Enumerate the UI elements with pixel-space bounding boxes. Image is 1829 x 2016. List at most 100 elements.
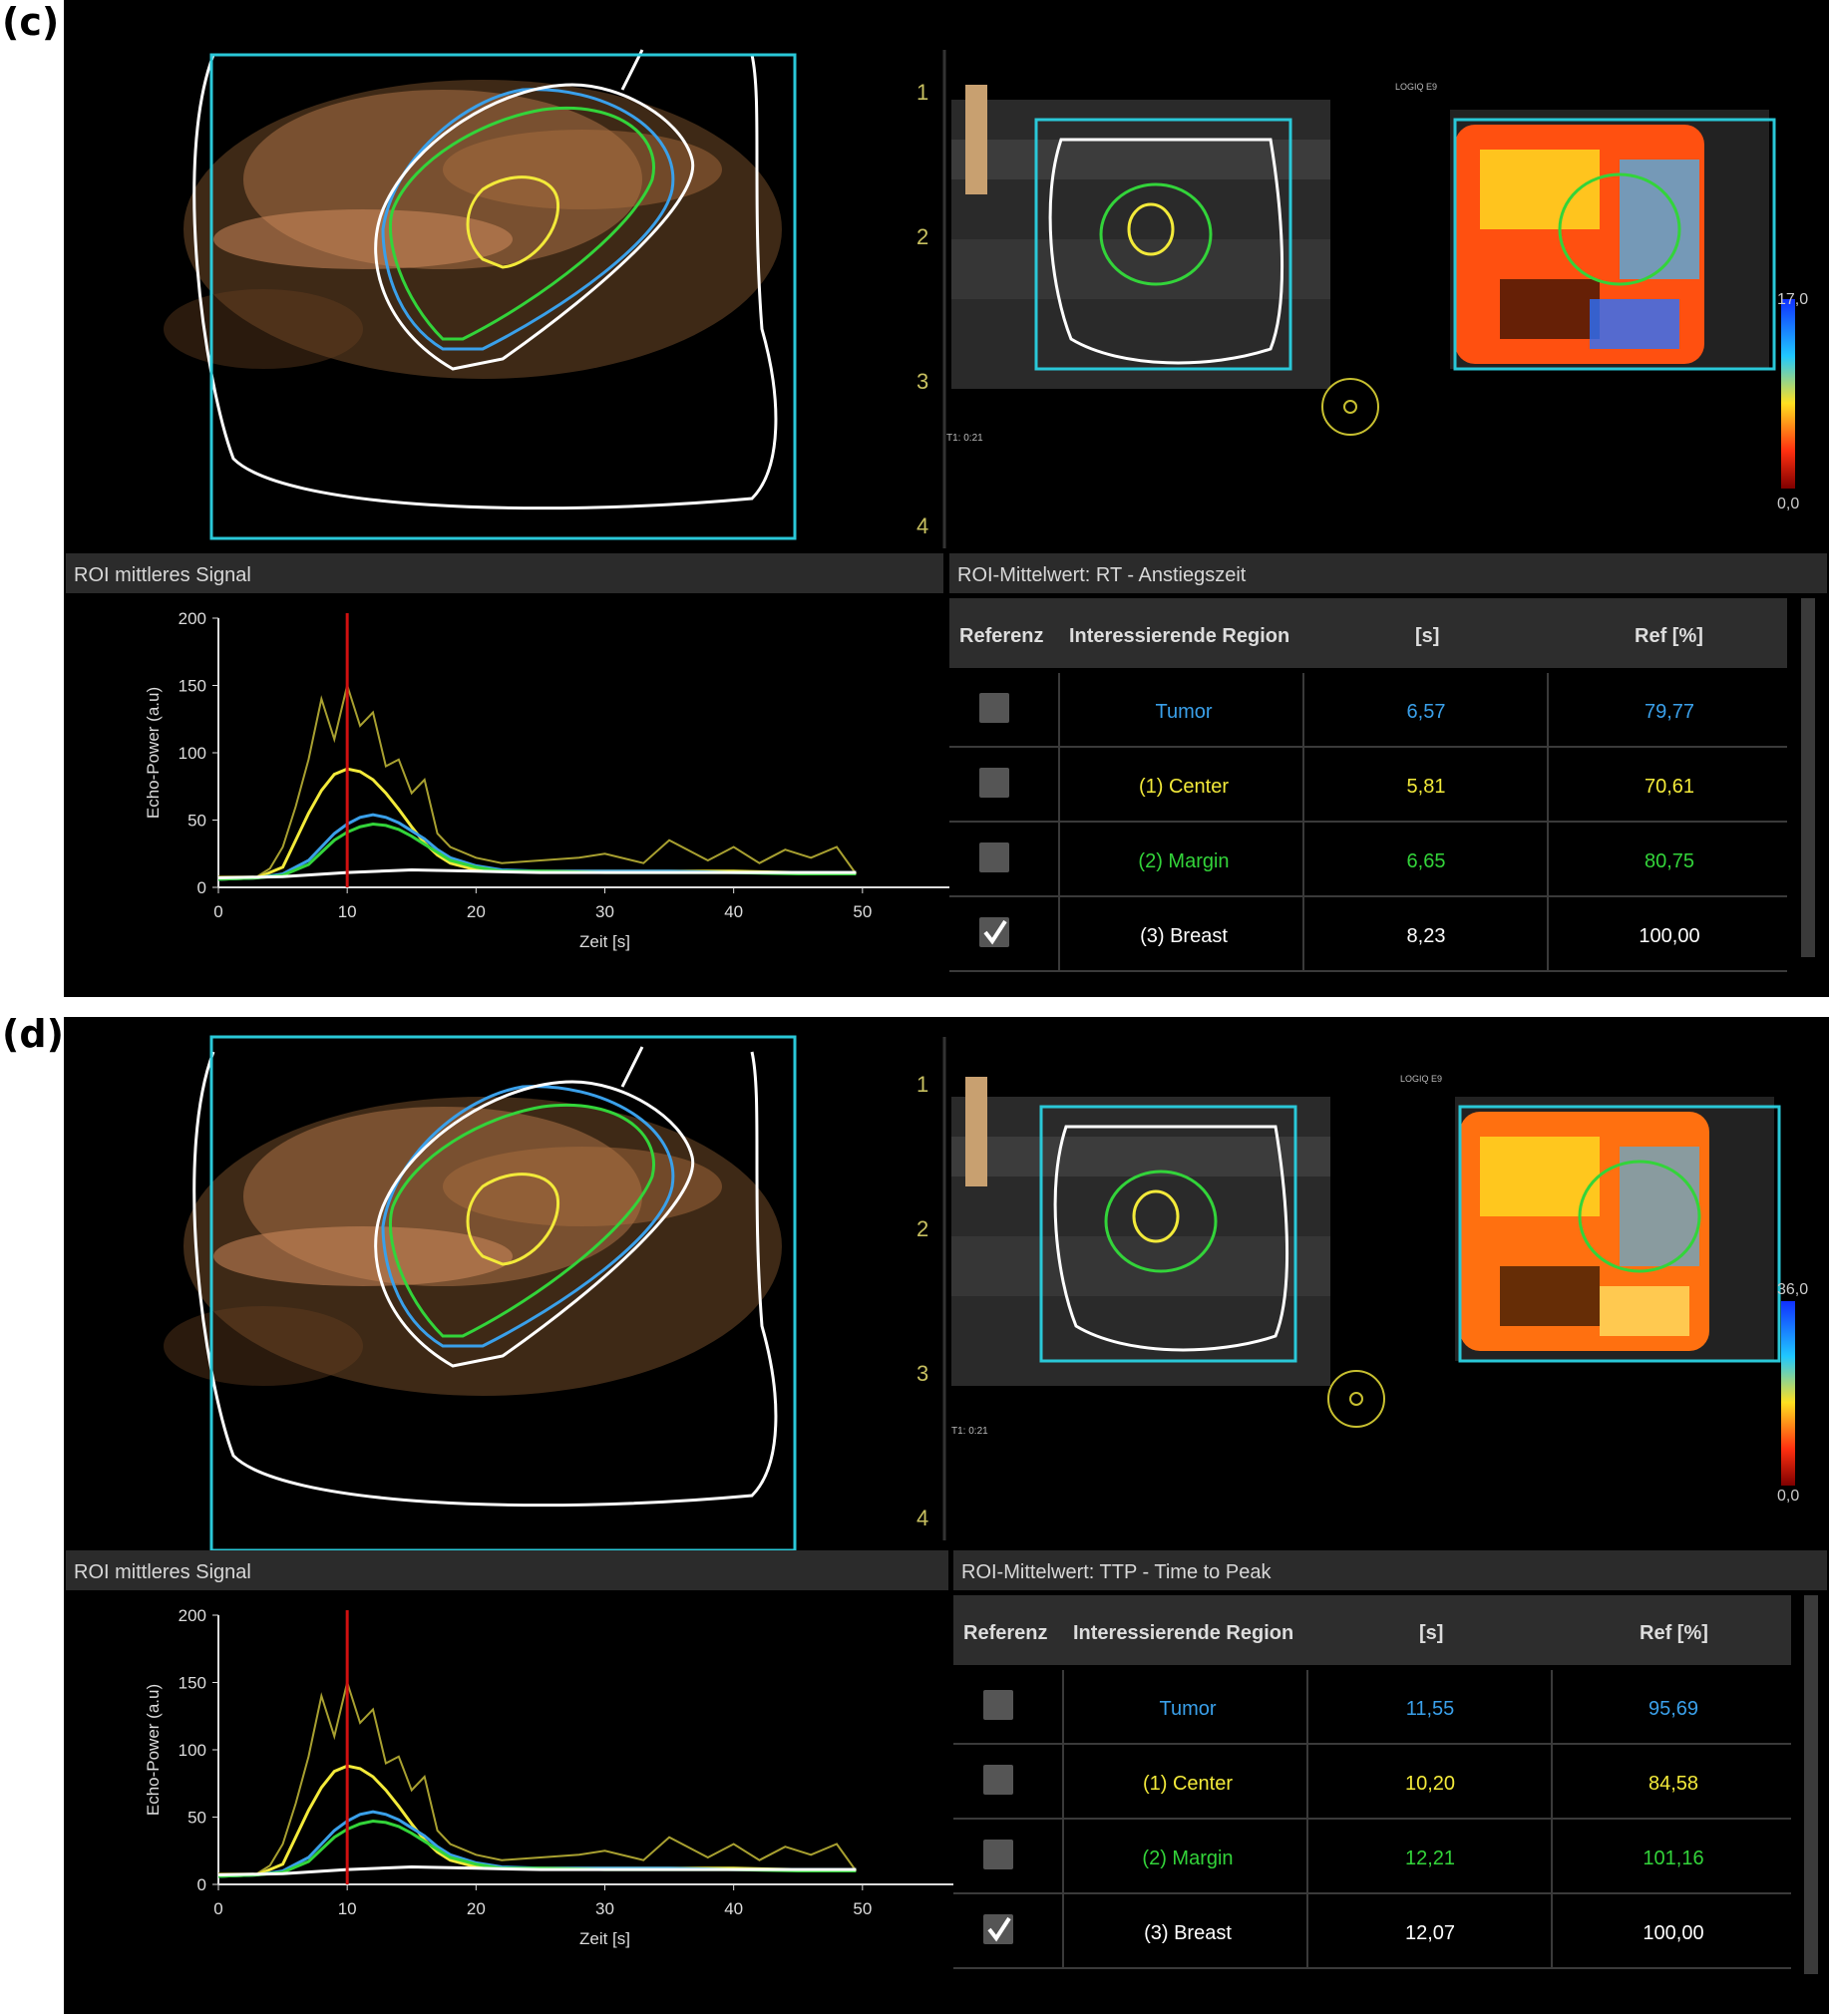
contrast-image	[164, 49, 782, 510]
depth-tick-3: 3	[916, 1361, 928, 1386]
contrast-image	[164, 1046, 782, 1508]
series-line-0	[218, 681, 858, 878]
roi-outer-outline	[374, 1046, 695, 1368]
tic-chart: 0102030405060050100150200Zeit [s]Echo-Po…	[144, 609, 1000, 951]
x-axis-label: Zeit [s]	[579, 932, 630, 951]
chart-title-bar	[66, 1550, 948, 1590]
region-name: (2) Margin	[1142, 1848, 1233, 1869]
y-tick-label: 150	[179, 677, 206, 696]
colorbar-max: 36,0	[1777, 1281, 1808, 1298]
parametric-map: LOGIQ E9 36,0 0,0	[1400, 1074, 1808, 1505]
header-s: [s]	[1419, 1622, 1443, 1644]
probe-icon	[1321, 378, 1379, 436]
value-seconds: 12,07	[1405, 1922, 1455, 1944]
reference-checkbox[interactable]	[983, 1765, 1013, 1795]
value-seconds: 8,23	[1407, 925, 1446, 947]
panel-d-svg: 1 2 3 4 T1: 0:21 LOGIQ E9	[66, 1035, 1827, 1974]
panel-c-svg: 1 2 3 4 T1: 0:21 LOGIQ E9	[66, 49, 1827, 972]
colorbar	[1781, 299, 1795, 489]
header-region: Interessierende Region	[1073, 1622, 1293, 1644]
reference-checkbox[interactable]	[979, 842, 1009, 872]
x-tick-label: 10	[338, 1899, 357, 1918]
header-referenz: Referenz	[963, 1622, 1047, 1644]
table-header-bg	[949, 598, 1787, 668]
x-tick-label: 50	[853, 902, 872, 921]
colorbar-min: 0,0	[1777, 1488, 1799, 1505]
logo-text: LOGIQ E9	[1400, 1074, 1442, 1084]
table-header-bg	[953, 1595, 1791, 1665]
series-line-2	[217, 813, 857, 881]
roi-center-outline	[466, 175, 560, 269]
roi-center-outline	[466, 1173, 560, 1266]
x-tick-label: 50	[853, 1899, 872, 1918]
panel-label-c: (c)	[2, 0, 60, 44]
bmode-thumbnail: T1: 0:21	[951, 1077, 1385, 1437]
y-tick-label: 200	[179, 609, 206, 628]
table-row	[949, 823, 1787, 895]
reference-checkbox[interactable]	[983, 1690, 1013, 1720]
y-tick-label: 100	[179, 1741, 206, 1760]
y-tick-label: 50	[187, 1809, 206, 1828]
value-ref-percent: 100,00	[1639, 925, 1699, 947]
reference-checkbox[interactable]	[983, 1840, 1013, 1869]
colorbar	[1781, 1301, 1795, 1486]
table-scrollbar[interactable]	[1804, 1595, 1818, 1974]
depth-tick-1: 1	[916, 80, 928, 105]
ultrasound-panel-d: 1 2 3 4 T1: 0:21 LOGIQ E9	[64, 1017, 1829, 2014]
probe-icon	[1327, 1370, 1385, 1428]
depth-tick-2: 2	[916, 1216, 928, 1241]
parametric-map: LOGIQ E9 17,0 0,0	[1395, 82, 1808, 512]
x-tick-label: 0	[213, 1899, 222, 1918]
table-title-bar	[953, 1550, 1827, 1590]
table-row	[953, 1894, 1791, 1967]
results-table: Tumor 11,55 95,69 (1) Center 10,20 84,58 (2) M…	[953, 1670, 1791, 1969]
ultrasound-panel-c: 1 2 3 4 T1: 0:21 LOGIQ E9	[64, 0, 1829, 997]
value-ref-percent: 84,58	[1648, 1773, 1698, 1795]
value-seconds: 11,55	[1406, 1698, 1455, 1720]
x-tick-label: 30	[595, 1899, 614, 1918]
table-row	[949, 748, 1787, 821]
value-ref-percent: 70,61	[1645, 776, 1694, 798]
panel-label-d: (d)	[2, 1012, 64, 1056]
x-tick-label: 30	[595, 902, 614, 921]
tic-chart: 0102030405060050100150200Zeit [s]Echo-Po…	[144, 1606, 1000, 1948]
y-tick-label: 50	[187, 812, 206, 831]
region-name: Tumor	[1155, 701, 1212, 723]
depth-tick-2: 2	[916, 224, 928, 249]
depth-tick-1: 1	[916, 1072, 928, 1097]
table-title-bar	[949, 553, 1827, 593]
header-ref: Ref [%]	[1635, 625, 1703, 647]
value-ref-percent: 80,75	[1645, 850, 1694, 872]
y-tick-label: 0	[197, 878, 206, 897]
region-name: Tumor	[1159, 1698, 1216, 1720]
colorbar-min: 0,0	[1777, 496, 1799, 512]
timestamp: T1: 0:21	[946, 433, 983, 444]
y-tick-label: 200	[179, 1606, 206, 1625]
check-icon	[987, 1916, 1011, 1942]
roi-margin-outline	[388, 107, 655, 341]
value-seconds: 12,21	[1405, 1848, 1455, 1869]
value-seconds: 10,20	[1405, 1773, 1455, 1795]
chart-title: ROI mittleres Signal	[74, 1561, 251, 1583]
reference-checkbox[interactable]	[979, 693, 1009, 723]
y-axis-label: Echo-Power (a.u)	[144, 687, 163, 819]
header-referenz: Referenz	[959, 625, 1043, 647]
table-row	[949, 673, 1787, 746]
value-seconds: 6,57	[1407, 701, 1446, 723]
y-axis-label: Echo-Power (a.u)	[144, 1684, 163, 1816]
value-ref-percent: 100,00	[1643, 1922, 1703, 1944]
header-region: Interessierende Region	[1069, 625, 1289, 647]
roi-breast-outline	[192, 54, 778, 510]
reference-checkbox[interactable]	[979, 768, 1009, 798]
chart-title: ROI mittleres Signal	[74, 564, 251, 586]
x-tick-label: 40	[724, 1899, 743, 1918]
table-scrollbar[interactable]	[1801, 598, 1815, 957]
y-tick-label: 100	[179, 744, 206, 763]
table-row	[953, 1670, 1791, 1743]
bmode-thumbnail: T1: 0:21	[946, 85, 1379, 444]
y-tick-label: 150	[179, 1674, 206, 1693]
roi-tumor-outline	[381, 88, 675, 351]
series-line-4	[217, 1864, 857, 1877]
header-ref: Ref [%]	[1640, 1622, 1708, 1644]
results-table: Tumor 6,57 79,77 (1) Center 5,81 70,61 (2) Mar…	[949, 673, 1787, 972]
